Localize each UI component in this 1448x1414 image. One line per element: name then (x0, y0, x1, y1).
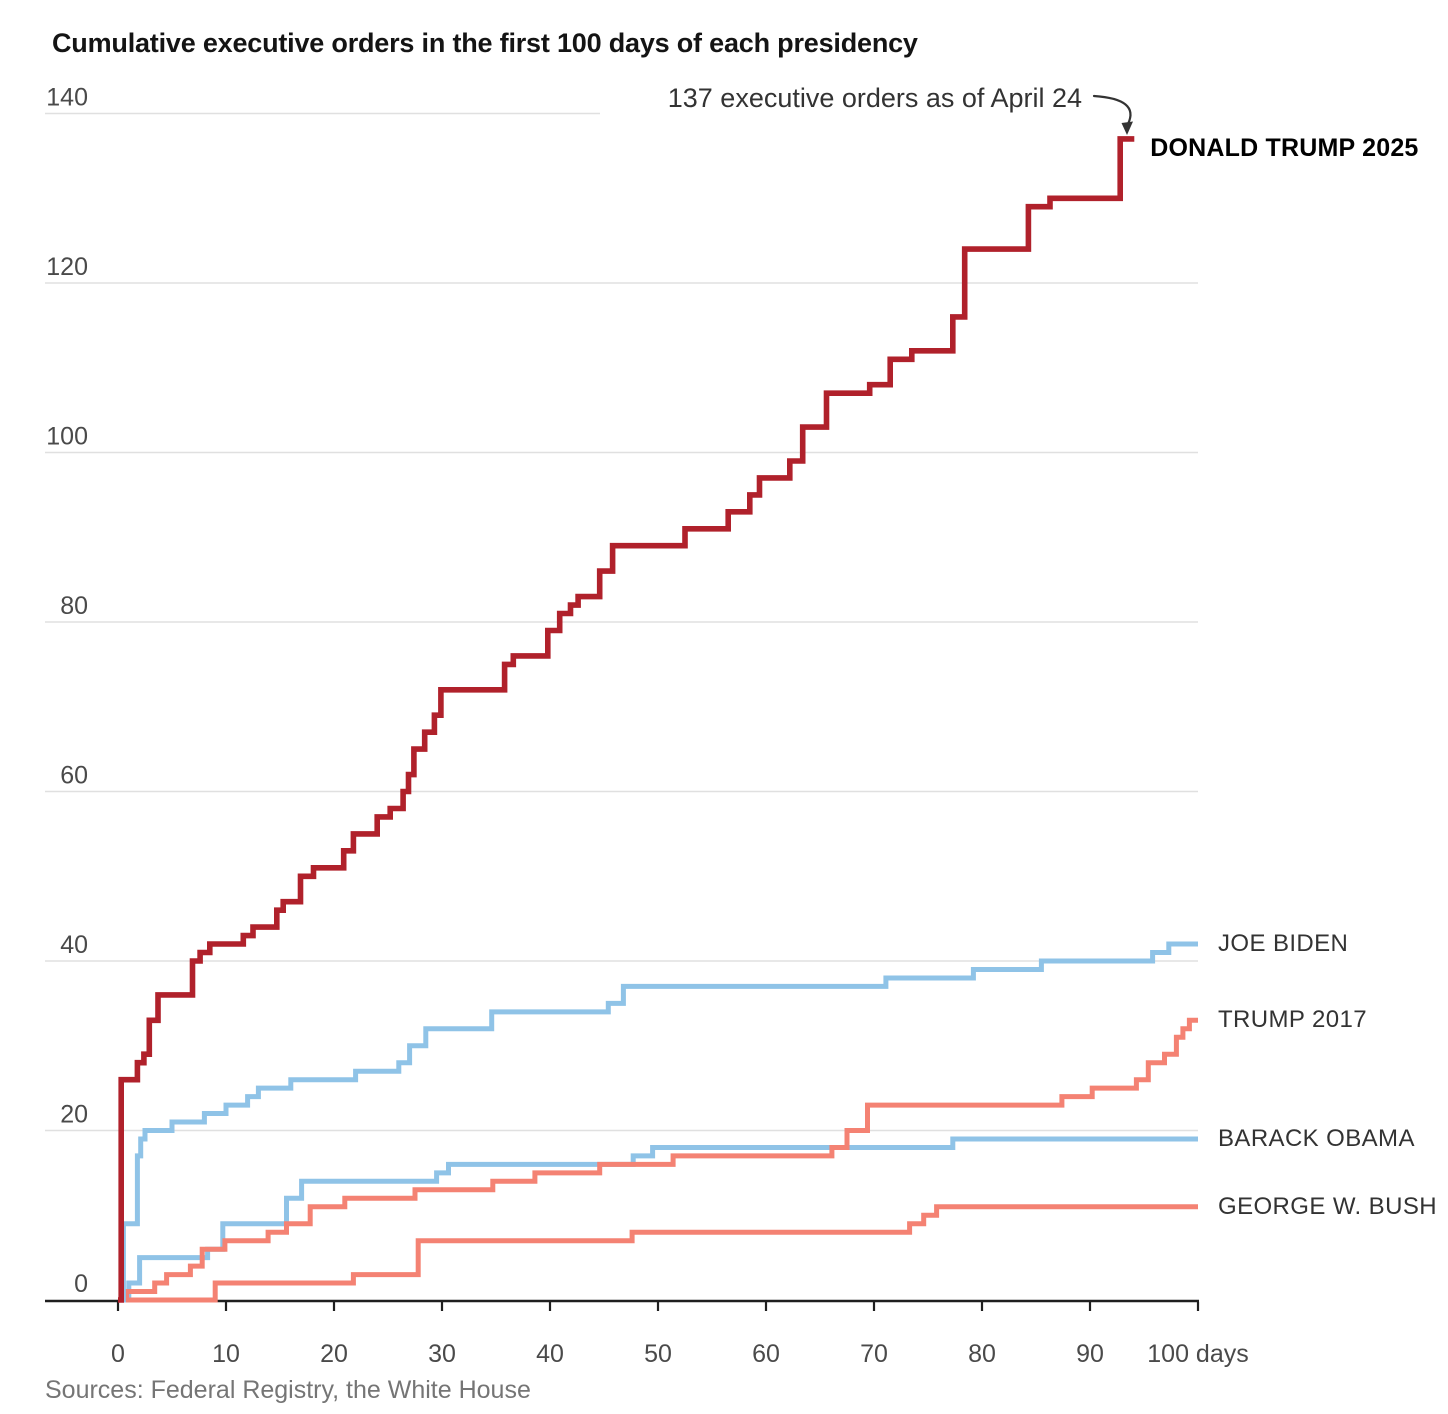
svg-text:80: 80 (968, 1340, 996, 1368)
annotation-text: 137 executive orders as of April 24 (667, 83, 1082, 113)
source-note: Sources: Federal Registry, the White Hou… (45, 1376, 531, 1404)
svg-text:70: 70 (860, 1340, 888, 1368)
y-axis-labels: 0 20 40 60 80 100 120 140 (46, 84, 88, 1299)
series-line-obama (118, 1136, 1198, 1303)
series-label-trump-2017: TRUMP 2017 (1218, 1006, 1367, 1034)
x-axis: 0 10 20 30 40 50 60 70 80 90 100 days (45, 1299, 1249, 1368)
svg-text:100: 100 (46, 423, 88, 451)
series-label-donald-trump-2025: DONALD TRUMP 2025 (1150, 133, 1419, 162)
svg-text:140: 140 (46, 84, 88, 112)
svg-text:20: 20 (320, 1340, 348, 1368)
svg-text:50: 50 (644, 1340, 672, 1368)
svg-text:120: 120 (46, 253, 88, 281)
svg-text:0: 0 (111, 1340, 125, 1368)
series-line-trump2025 (118, 136, 1135, 1303)
svg-text:40: 40 (536, 1340, 564, 1368)
series-label-george-w-bush: GEORGE W. BUSH (1218, 1192, 1437, 1220)
series-line-biden (118, 941, 1198, 1303)
series-line-trump2017 (118, 1017, 1198, 1303)
svg-text:10: 10 (212, 1340, 240, 1368)
svg-text:100 days: 100 days (1147, 1340, 1248, 1368)
svg-text:80: 80 (60, 592, 88, 620)
gridlines (45, 112, 1198, 1132)
svg-text:60: 60 (752, 1340, 780, 1368)
svg-text:90: 90 (1076, 1340, 1104, 1368)
series-label-barack-obama: BARACK OBAMA (1218, 1124, 1415, 1152)
svg-text:30: 30 (428, 1340, 456, 1368)
series-line-bush (118, 1204, 1198, 1303)
svg-text:0: 0 (74, 1270, 88, 1298)
series-label-joe-biden: JOE BIDEN (1218, 930, 1349, 958)
annotation-arrow (1092, 94, 1133, 135)
svg-text:20: 20 (60, 1101, 88, 1129)
svg-text:40: 40 (60, 931, 88, 959)
chart-title: Cumulative executive orders in the first… (52, 28, 918, 58)
svg-text:60: 60 (60, 762, 88, 790)
